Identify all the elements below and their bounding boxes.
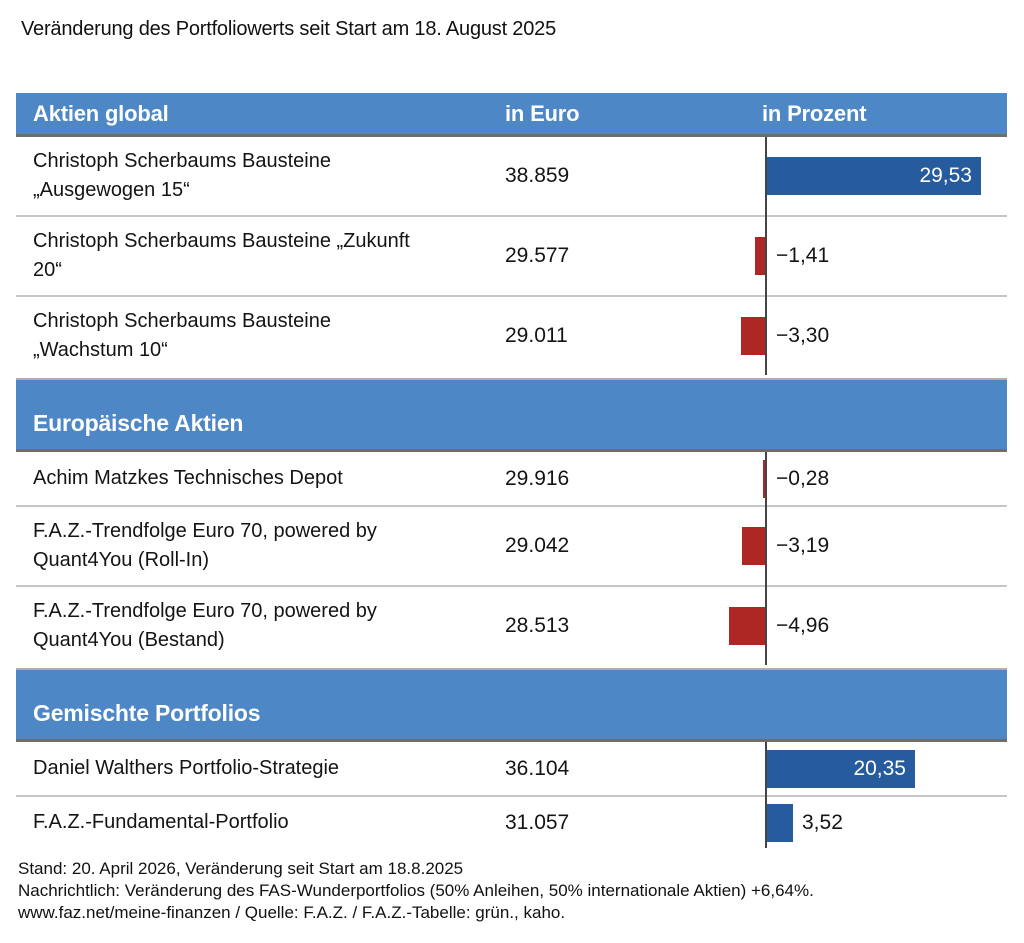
euro-value: 28.513 — [505, 614, 570, 637]
portfolio-name: Christoph Scherbaums Bausteine „Wachstum… — [33, 310, 331, 361]
portfolio-name: F.A.Z.-Trendfolge Euro 70, powered by Qu… — [33, 520, 377, 571]
table-row: F.A.Z.-Fundamental-Portfolio 31.057 3,52 — [16, 795, 1007, 848]
euro-value: 29.042 — [505, 534, 570, 557]
section-header-band: Europäische Aktien — [16, 378, 1007, 452]
percent-value-label: −1,41 — [776, 244, 830, 267]
euro-value: 38.859 — [505, 164, 570, 187]
section-rows: Christoph Scherbaums Bausteine „Ausgewog… — [16, 137, 1007, 375]
percent-value-label: 29,53 — [919, 164, 972, 187]
footnote-nachrichtlich: Nachrichtlich: Veränderung des FAS-Wunde… — [18, 881, 814, 900]
percent-bar-positive — [767, 803, 793, 842]
section-header-label: Europäische Aktien — [33, 410, 244, 436]
portfolio-name: Christoph Scherbaums Bausteine „Zukunft … — [33, 230, 410, 281]
euro-value: 29.011 — [505, 324, 568, 347]
portfolio-name: Daniel Walthers Portfolio-Strategie — [33, 757, 340, 779]
column-header-in-prozent: in Prozent — [762, 100, 867, 126]
footnotes: Stand: 20. April 2026, Veränderung seit … — [18, 858, 1010, 924]
section-header-label: Gemischte Portfolios — [33, 700, 261, 726]
section-rows: Achim Matzkes Technisches Depot 29.916 −0,… — [16, 452, 1007, 665]
percent-bar-negative — [741, 317, 765, 355]
percent-bar-negative — [763, 459, 765, 498]
chart-title: Veränderung des Portfoliowerts seit Star… — [21, 18, 556, 40]
footnote-source: www.faz.net/meine-finanzen / Quelle: F.A… — [18, 903, 566, 922]
table-row: Christoph Scherbaums Bausteine „Ausgewog… — [16, 137, 1007, 215]
footnote-stand: Stand: 20. April 2026, Veränderung seit … — [18, 859, 464, 878]
table-row: F.A.Z.-Trendfolge Euro 70, powered by Qu… — [16, 505, 1007, 585]
table-body: Christoph Scherbaums Bausteine „Ausgewog… — [16, 137, 1007, 848]
column-header-in-euro: in Euro — [505, 100, 580, 126]
table-row: Christoph Scherbaums Bausteine „Zukunft … — [16, 215, 1007, 295]
table-header-row: Aktien global in Euro in Prozent — [16, 93, 1007, 137]
table-row: Daniel Walthers Portfolio-Strategie 36.10… — [16, 742, 1007, 795]
column-header-aktien-global: Aktien global — [33, 100, 169, 126]
percent-value-label: 20,35 — [853, 756, 906, 780]
portfolio-name: Christoph Scherbaums Bausteine „Ausgewog… — [33, 150, 331, 201]
table-row: Achim Matzkes Technisches Depot 29.916 −0,… — [16, 452, 1007, 505]
euro-value: 29.577 — [505, 244, 570, 267]
euro-value: 29.916 — [505, 466, 570, 490]
euro-value: 31.057 — [505, 810, 570, 834]
percent-value-label: −3,30 — [776, 324, 830, 347]
section-header-band: Gemischte Portfolios — [16, 668, 1007, 742]
percent-bar-negative — [729, 607, 765, 645]
percent-bar-positive: 29,53 — [767, 157, 981, 195]
percent-bar-negative — [755, 237, 765, 275]
percent-bar-negative — [742, 527, 765, 565]
portfolio-name: F.A.Z.-Trendfolge Euro 70, powered by Qu… — [33, 600, 377, 651]
percent-value-label: −4,96 — [776, 614, 830, 637]
percent-value-label: −3,19 — [776, 534, 830, 557]
portfolio-name: Achim Matzkes Technisches Depot — [33, 467, 343, 489]
portfolio-table: Aktien global in Euro in Prozent Christo… — [16, 93, 1007, 848]
euro-value: 36.104 — [505, 756, 570, 780]
table-row: F.A.Z.-Trendfolge Euro 70, powered by Qu… — [16, 585, 1007, 665]
percent-value-label: 3,52 — [802, 810, 843, 834]
table-row: Christoph Scherbaums Bausteine „Wachstum… — [16, 295, 1007, 375]
percent-bar-positive: 20,35 — [767, 749, 915, 788]
section-rows: Daniel Walthers Portfolio-Strategie 36.10… — [16, 742, 1007, 848]
percent-value-label: −0,28 — [776, 466, 830, 490]
portfolio-name: F.A.Z.-Fundamental-Portfolio — [33, 811, 289, 833]
